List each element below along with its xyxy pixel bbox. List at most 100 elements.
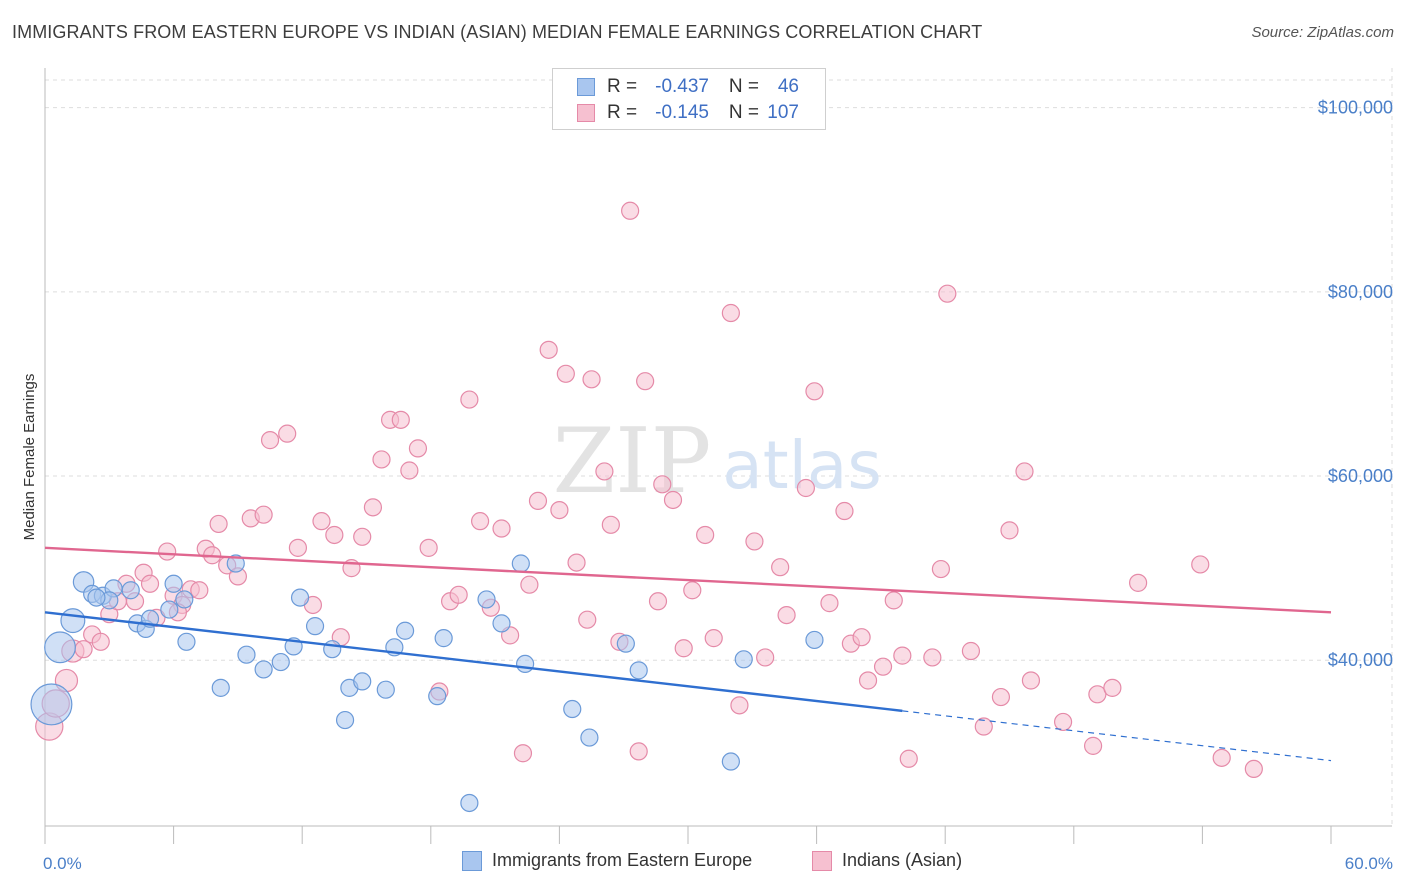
r-label: R =: [607, 76, 638, 97]
point-indians-asian: [391, 410, 410, 429]
point-indians-asian: [190, 581, 209, 600]
point-indians-asian: [852, 628, 871, 647]
watermark-zip: ZIP: [553, 409, 712, 514]
point-eastern-europe: [175, 590, 194, 609]
point-indians-asian: [260, 431, 280, 450]
point-indians-asian: [1103, 678, 1122, 697]
point-indians-asian: [528, 491, 548, 510]
legend-swatch-pink: [577, 104, 595, 122]
stats-row-indians-asian: R = -0.145 N = 107: [577, 100, 799, 126]
point-eastern-europe: [434, 629, 453, 648]
point-eastern-europe: [460, 793, 479, 813]
point-indians-asian: [663, 490, 683, 510]
point-indians-asian: [991, 687, 1011, 707]
point-indians-asian: [492, 519, 511, 538]
y-axis-label: Median Female Earnings: [21, 374, 38, 541]
point-indians-asian: [353, 527, 372, 546]
point-eastern-europe: [516, 654, 535, 674]
point-indians-asian: [372, 450, 391, 469]
point-eastern-europe: [428, 687, 447, 706]
stats-row-eastern-europe: R = -0.437 N = 46: [577, 74, 799, 100]
point-indians-asian: [567, 553, 586, 572]
r-value: -0.437: [655, 76, 709, 97]
point-indians-asian: [520, 575, 539, 594]
point-indians-asian: [1000, 521, 1019, 540]
point-eastern-europe: [353, 672, 372, 691]
point-indians-asian: [730, 696, 749, 715]
point-indians-asian: [582, 370, 601, 389]
y-tick-label: $60,000: [1328, 466, 1393, 486]
point-indians-asian: [674, 639, 693, 658]
point-indians-asian: [419, 538, 438, 557]
series-indians-asian: [35, 201, 1263, 778]
point-indians-asian: [158, 542, 177, 561]
point-eastern-europe: [44, 631, 76, 664]
point-indians-asian: [400, 461, 419, 480]
point-eastern-europe: [335, 710, 355, 730]
point-indians-asian: [704, 629, 723, 648]
point-indians-asian: [636, 372, 655, 391]
point-indians-asian: [91, 632, 110, 651]
y-tick-label: $100,000: [1318, 98, 1393, 118]
point-indians-asian: [974, 717, 993, 736]
legend-item-indians-asian: Indians (Asian): [812, 850, 962, 871]
point-indians-asian: [470, 512, 490, 531]
legend-label: Indians (Asian): [842, 850, 963, 870]
r-value: -0.145: [655, 102, 709, 123]
legend-swatch-blue: [577, 78, 595, 96]
series-legend: Immigrants from Eastern Europe Indians (…: [0, 850, 1406, 878]
point-indians-asian: [460, 390, 479, 409]
point-eastern-europe: [177, 632, 196, 651]
point-indians-asian: [449, 585, 468, 604]
point-indians-asian: [721, 303, 740, 323]
point-eastern-europe: [211, 678, 230, 697]
point-eastern-europe: [395, 621, 415, 640]
trend-line-indians-asian: [44, 546, 1332, 614]
point-indians-asian: [899, 749, 918, 768]
point-indians-asian: [288, 538, 308, 557]
point-indians-asian: [1128, 573, 1148, 592]
point-indians-asian: [805, 382, 824, 401]
point-eastern-europe: [376, 680, 395, 699]
point-indians-asian: [539, 340, 558, 359]
point-indians-asian: [648, 592, 668, 611]
point-indians-asian: [931, 559, 951, 579]
point-indians-asian: [550, 501, 569, 520]
point-indians-asian: [513, 744, 533, 763]
point-indians-asian: [312, 512, 331, 531]
point-indians-asian: [254, 505, 273, 524]
point-indians-asian: [1083, 736, 1103, 755]
point-eastern-europe: [734, 650, 753, 669]
point-indians-asian: [1244, 759, 1263, 778]
x-tick-label: 60.0%: [1345, 854, 1393, 873]
point-indians-asian: [653, 475, 672, 494]
point-indians-asian: [140, 574, 160, 593]
point-eastern-europe: [805, 630, 824, 650]
point-indians-asian: [884, 591, 903, 610]
point-indians-asian: [938, 284, 957, 303]
point-indians-asian: [796, 478, 815, 498]
point-eastern-europe: [160, 600, 179, 619]
point-eastern-europe: [290, 588, 310, 607]
point-indians-asian: [621, 201, 640, 220]
y-tick-labels: $40,000 $60,000 $80,000 $100,000: [1318, 98, 1393, 671]
trend-line-eastern-europe: [44, 611, 903, 713]
source-credit: Source: ZipAtlas.com: [1251, 24, 1394, 41]
point-eastern-europe: [492, 614, 511, 633]
point-eastern-europe: [323, 640, 342, 659]
point-eastern-europe: [580, 728, 599, 747]
n-label: N =: [728, 76, 759, 97]
point-indians-asian: [820, 594, 839, 613]
point-indians-asian: [1021, 671, 1041, 690]
point-indians-asian: [1015, 462, 1034, 481]
point-indians-asian: [578, 610, 597, 629]
point-eastern-europe: [164, 574, 183, 593]
point-eastern-europe: [271, 652, 290, 672]
point-indians-asian: [771, 558, 790, 577]
point-indians-asian: [858, 671, 878, 690]
point-indians-asian: [74, 640, 93, 659]
series-eastern-europe: [30, 554, 824, 813]
point-indians-asian: [1191, 555, 1210, 574]
point-indians-asian: [363, 498, 383, 517]
point-indians-asian: [1088, 685, 1107, 704]
